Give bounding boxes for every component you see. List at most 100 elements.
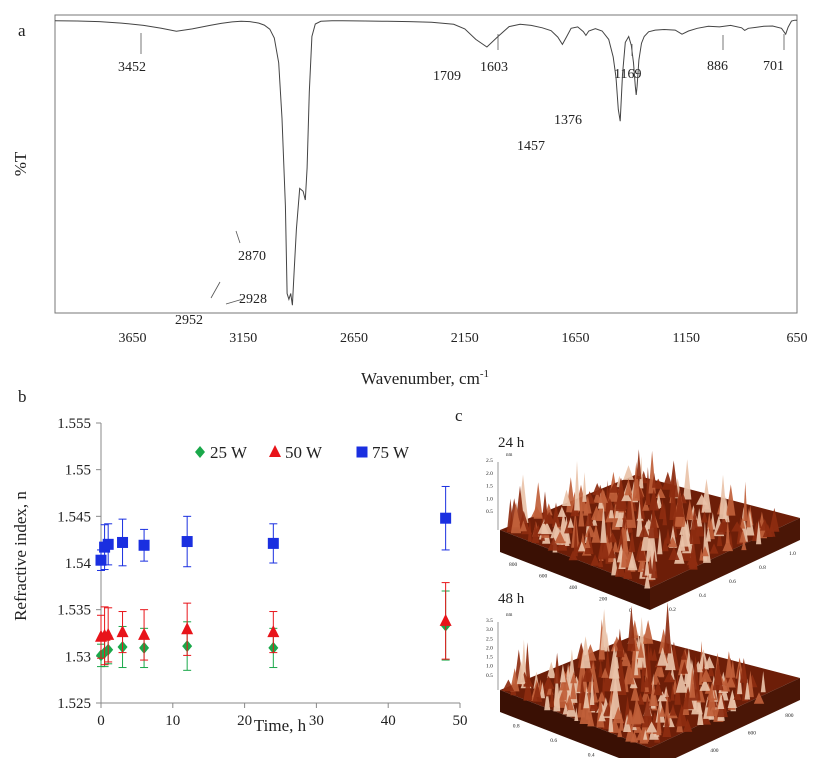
afm-peak xyxy=(573,516,578,557)
legend-marker-triangle xyxy=(269,445,281,457)
afm-peak xyxy=(658,662,665,678)
ftir-x-label: Wavenumber, cm-1 xyxy=(361,368,489,388)
afm-peak xyxy=(570,671,577,684)
afm-peak xyxy=(737,668,743,695)
ftir-x-tick-label: 2650 xyxy=(340,331,368,346)
afm-z-tick-label: 3.0 xyxy=(486,627,493,633)
afm-peak xyxy=(520,520,527,532)
afm-peak xyxy=(675,671,687,693)
afm-peak xyxy=(611,550,618,576)
afm-peak xyxy=(578,499,585,527)
afm-peak xyxy=(715,522,727,535)
afm-peak xyxy=(639,524,649,538)
afm-z-tick-label: 1.0 xyxy=(486,496,493,502)
ri-point-triangle xyxy=(267,625,280,638)
afm-peak xyxy=(719,474,727,519)
peak-label-3452: 3452 xyxy=(118,60,146,75)
afm-peak xyxy=(542,675,555,689)
afm-peak xyxy=(730,659,736,678)
afm-peak xyxy=(722,538,734,552)
afm-peak xyxy=(600,609,608,651)
afm-peak xyxy=(768,523,776,537)
ri-point-triangle xyxy=(116,625,129,638)
ri-data-points xyxy=(95,485,452,671)
afm-peak xyxy=(652,472,657,488)
afm-peak xyxy=(516,661,526,685)
afm-peak xyxy=(576,651,588,692)
afm-peak xyxy=(670,682,675,701)
afm-peak xyxy=(591,524,601,543)
ftir-x-tick-label: 1150 xyxy=(673,331,700,346)
afm-peak xyxy=(621,490,632,502)
afm-y-tick-label: 800 xyxy=(785,713,794,719)
afm-peak xyxy=(642,676,651,688)
afm-peak xyxy=(523,674,533,701)
afm-peak xyxy=(552,502,561,527)
afm-peak xyxy=(610,641,619,652)
afm-z-tick-label: 2.0 xyxy=(486,471,493,477)
afm-peak xyxy=(587,660,600,693)
afm-peak xyxy=(644,554,650,576)
afm-peak xyxy=(696,508,703,527)
afm-peak xyxy=(553,665,561,712)
afm-peak xyxy=(608,700,614,732)
afm-peak xyxy=(622,507,627,528)
afm-peak xyxy=(659,706,666,717)
afm-surface-48h: nm3.53.02.52.01.51.00.50.80.60.40.220040… xyxy=(486,602,800,758)
afm-peak xyxy=(642,500,650,511)
afm-peak xyxy=(662,502,667,526)
afm-peak xyxy=(721,676,731,692)
afm-peak xyxy=(656,702,662,736)
afm-side-left xyxy=(500,530,650,610)
ri-x-tick-label: 0 xyxy=(97,713,105,729)
afm-side-right xyxy=(650,518,800,610)
afm-x-tick-label: 400 xyxy=(569,585,578,591)
afm-peak xyxy=(592,483,602,495)
afm-peak xyxy=(662,714,672,737)
afm-peak xyxy=(675,703,688,727)
afm-peak xyxy=(682,718,693,732)
afm-peak xyxy=(700,668,712,682)
afm-peak xyxy=(636,499,643,537)
afm-peak xyxy=(678,531,686,551)
afm-peak xyxy=(645,466,651,505)
afm-peak xyxy=(603,647,613,692)
afm-peak xyxy=(583,686,590,709)
afm-peak xyxy=(623,558,633,579)
afm-peak xyxy=(663,671,675,683)
afm-peak xyxy=(624,478,633,496)
afm-peak xyxy=(590,554,600,566)
afm-peak xyxy=(628,529,636,552)
panel-b-label: b xyxy=(18,387,27,406)
legend-label: 50 W xyxy=(285,443,323,462)
afm-peak xyxy=(686,499,694,520)
ri-y-tick-label: 1.535 xyxy=(57,603,91,619)
afm-peak xyxy=(597,529,610,560)
afm-peak xyxy=(706,684,717,717)
afm-peak xyxy=(502,679,515,691)
afm-peak xyxy=(669,471,677,520)
afm-bottom-label: 48 h xyxy=(498,591,525,607)
ftir-x-tick-label: 2150 xyxy=(451,331,479,346)
afm-peak xyxy=(632,461,641,501)
ftir-x-ticks: 3650 3150 2650 2150 1650 1150 650 xyxy=(119,331,808,346)
legend-marker-square xyxy=(356,446,368,458)
ri-x-tick-label: 20 xyxy=(237,713,252,729)
legend-label: 75 W xyxy=(372,443,410,462)
afm-peak xyxy=(584,495,592,514)
afm-y-tick-label: 0.4 xyxy=(699,593,706,599)
afm-peak xyxy=(554,531,566,544)
afm-peak xyxy=(648,488,659,511)
afm-peak xyxy=(579,674,586,704)
peak-label-886: 886 xyxy=(707,59,728,74)
afm-peak xyxy=(539,682,546,699)
ftir-x-tick-label: 3150 xyxy=(229,331,257,346)
peak-label-1457: 1457 xyxy=(517,139,545,154)
afm-z-tick-label: 1.5 xyxy=(486,655,493,661)
ri-x-tick-label: 40 xyxy=(381,713,396,729)
afm-peak xyxy=(549,685,555,708)
ftir-x-tick-label: 3650 xyxy=(119,331,147,346)
afm-peak xyxy=(725,651,733,678)
afm-peak xyxy=(564,694,574,711)
ftir-spectrum-line xyxy=(54,19,797,306)
